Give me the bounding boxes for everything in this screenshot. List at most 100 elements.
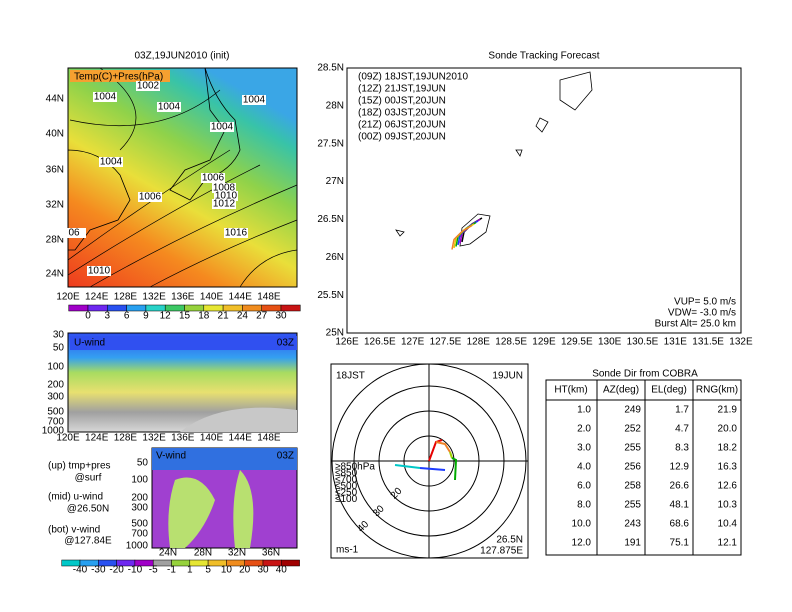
table-cell: 258 bbox=[624, 481, 641, 492]
isobar-label-bg bbox=[210, 122, 234, 132]
lon-label: 128E bbox=[467, 337, 491, 348]
table-cell: 243 bbox=[624, 519, 641, 530]
lon-label: 130E bbox=[598, 337, 622, 348]
colorbar-label: -10 bbox=[128, 565, 143, 576]
colorbar-label: 40 bbox=[276, 565, 288, 576]
pressure-label: 300 bbox=[131, 503, 148, 514]
v-wind-section bbox=[151, 447, 298, 549]
table-cell: 68.6 bbox=[670, 519, 690, 530]
panel-title: 03Z,19JUN2010 (init) bbox=[134, 51, 229, 62]
forecast-parameter: VDW= -3.0 m/s bbox=[668, 308, 736, 319]
isobar-label: 1004 bbox=[243, 95, 266, 106]
colorbar-label: -30 bbox=[91, 565, 106, 576]
note: (up) tmp+pres bbox=[48, 461, 111, 472]
table-cell: 48.1 bbox=[670, 500, 690, 511]
table-cell: 12.1 bbox=[718, 538, 738, 549]
lat-label: 32N bbox=[46, 200, 64, 211]
pressure-label: 700 bbox=[131, 529, 148, 540]
lat-label: 26.5N bbox=[317, 214, 344, 225]
pressure-label: 500 bbox=[47, 407, 64, 418]
lat-label: 44N bbox=[46, 94, 64, 105]
colorbar-label: -5 bbox=[149, 565, 158, 576]
colorbar-label: 9 bbox=[143, 311, 149, 322]
isobar-label: 1004 bbox=[94, 92, 117, 103]
lat-label: 40N bbox=[46, 129, 64, 140]
pressure-label: 300 bbox=[47, 392, 64, 403]
legend-entry: ≤100 bbox=[335, 494, 358, 505]
colorbar-label: -20 bbox=[109, 565, 124, 576]
lon-label: 140E bbox=[200, 433, 224, 444]
lat-label: 27.5N bbox=[317, 138, 344, 149]
lon-label: 128.5E bbox=[495, 337, 527, 348]
isobar-label: 1006 bbox=[202, 173, 225, 184]
isobar-label-bg bbox=[242, 95, 266, 105]
lon-label: 136E bbox=[171, 433, 195, 444]
colorbar-label: 5 bbox=[205, 565, 211, 576]
table-cell: 10.0 bbox=[572, 519, 592, 530]
pressure-label: 30 bbox=[53, 330, 65, 341]
note: @surf bbox=[75, 473, 102, 484]
lon-label: 140E bbox=[200, 292, 224, 303]
legend-entry: ≤250 bbox=[335, 488, 358, 499]
lat-label: 36N bbox=[46, 165, 64, 176]
forecast-parameter: VUP= 5.0 m/s bbox=[674, 297, 736, 308]
lon-label: 120E bbox=[56, 292, 80, 303]
legend-entry: (21Z) 06JST,20JUN bbox=[358, 120, 446, 131]
table-cell: 10.3 bbox=[718, 500, 738, 511]
note: @127.84E bbox=[64, 536, 112, 547]
lat-label: 28.5N bbox=[317, 63, 344, 74]
lat-label: 32N bbox=[228, 548, 246, 559]
colorbar-label: 6 bbox=[124, 311, 130, 322]
note: (bot) v-wind bbox=[48, 525, 100, 536]
panel-label: U-wind bbox=[74, 338, 105, 349]
isobar-label: 1002 bbox=[137, 81, 160, 92]
isobar-label: 1008 bbox=[213, 183, 236, 194]
panel-label: V-wind bbox=[156, 451, 186, 462]
pressure-label: 50 bbox=[137, 458, 149, 469]
table-cell: 12.0 bbox=[572, 538, 592, 549]
lon-label: 148E bbox=[257, 292, 281, 303]
isobar-label-bg bbox=[157, 102, 181, 112]
colorbar-label: 18 bbox=[198, 311, 210, 322]
lon-label: 128E bbox=[114, 433, 138, 444]
lat-label: 25N bbox=[326, 328, 344, 339]
isobar-label: 1016 bbox=[225, 228, 248, 239]
table-cell: 8.3 bbox=[675, 443, 689, 454]
lon-label: 132E bbox=[142, 433, 166, 444]
panel-label: Temp(C)+Pres(hPa) bbox=[74, 72, 163, 83]
lon-label: 148E bbox=[257, 433, 281, 444]
lat-label: 28N bbox=[194, 548, 212, 559]
legend-entry: (18Z) 03JST,20JUN bbox=[358, 108, 446, 119]
lon-label: 126E bbox=[335, 337, 359, 348]
legend-entry: (00Z) 09JST,20JUN bbox=[358, 132, 446, 143]
table-cell: 21.9 bbox=[718, 405, 738, 416]
lon-label: 126.5E bbox=[364, 337, 396, 348]
lon-label: 144E bbox=[229, 292, 253, 303]
lat-label: 26N bbox=[326, 252, 344, 263]
isobar-label-bg bbox=[99, 157, 123, 167]
station-lon: 127.875E bbox=[480, 546, 523, 557]
lat-label: 25.5N bbox=[317, 290, 344, 301]
pressure-label: 700 bbox=[47, 417, 64, 428]
table-cell: 20.0 bbox=[718, 424, 738, 435]
pressure-label: 100 bbox=[131, 475, 148, 486]
lon-label: 124E bbox=[85, 292, 109, 303]
lat-label: 24N bbox=[46, 269, 64, 280]
wind-trace bbox=[435, 441, 451, 453]
colorbar-label: 30 bbox=[257, 565, 269, 576]
colorbar-label: 3 bbox=[105, 311, 111, 322]
coastline bbox=[395, 71, 593, 247]
isobar-label: 1010 bbox=[215, 191, 238, 202]
lon-label: 144E bbox=[229, 433, 253, 444]
isobar-label-bg bbox=[87, 266, 111, 276]
colorbar-label: 24 bbox=[237, 311, 249, 322]
track-line bbox=[451, 224, 473, 250]
legend-entry: (15Z) 00JST,20JUN bbox=[358, 96, 446, 107]
lon-label: 132E bbox=[142, 292, 166, 303]
isobar-label: 1006 bbox=[139, 192, 162, 203]
isobar-label: 1004 bbox=[158, 102, 181, 113]
legend-entry: (12Z) 21JST,19JUN bbox=[358, 84, 446, 95]
pressure-label: 50 bbox=[53, 343, 65, 354]
table-title: Sonde Dir from COBRA bbox=[592, 369, 698, 380]
